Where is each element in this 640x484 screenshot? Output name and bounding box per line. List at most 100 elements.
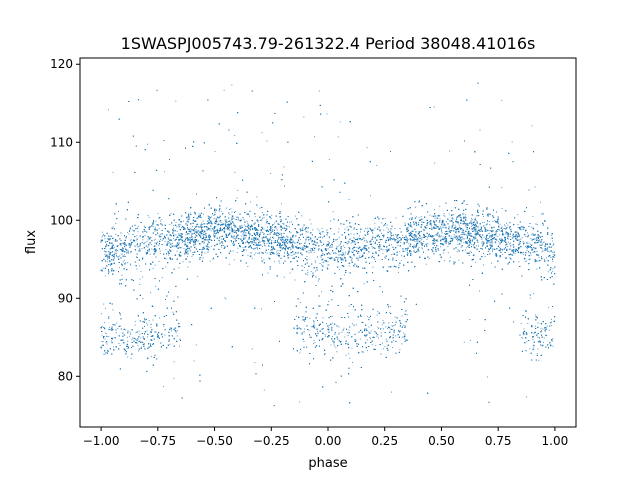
data-point xyxy=(410,251,412,253)
data-point xyxy=(331,322,333,324)
data-point xyxy=(261,257,262,259)
data-point xyxy=(110,265,111,267)
data-point xyxy=(385,257,387,259)
data-point xyxy=(335,252,337,254)
data-point xyxy=(303,267,305,268)
data-point xyxy=(465,225,466,227)
data-point xyxy=(550,257,552,258)
data-point xyxy=(347,243,349,245)
data-point xyxy=(490,227,492,229)
data-point xyxy=(532,338,534,340)
data-point xyxy=(468,255,470,256)
data-point xyxy=(400,330,402,332)
data-point xyxy=(290,237,292,239)
data-point xyxy=(526,247,528,249)
data-point xyxy=(231,241,232,243)
data-point xyxy=(251,257,253,259)
data-point xyxy=(127,336,128,338)
data-point xyxy=(272,224,273,226)
data-point xyxy=(186,252,188,254)
data-point xyxy=(341,248,343,250)
data-point xyxy=(191,237,193,238)
data-point xyxy=(353,228,355,230)
data-point xyxy=(224,297,226,299)
data-point xyxy=(247,266,249,267)
data-point xyxy=(444,249,446,251)
data-point xyxy=(195,229,197,231)
data-point xyxy=(148,250,150,252)
data-point xyxy=(321,228,323,230)
data-point xyxy=(470,239,472,241)
data-point xyxy=(379,245,381,247)
data-point xyxy=(427,235,429,237)
data-point xyxy=(344,258,346,260)
data-point xyxy=(475,234,477,236)
chart-title: 1SWASPJ005743.79-261322.4 Period 38048.4… xyxy=(121,34,536,53)
data-point xyxy=(469,243,471,245)
data-point xyxy=(387,327,388,329)
data-point xyxy=(209,242,210,243)
data-point xyxy=(495,235,497,237)
data-point xyxy=(330,344,332,346)
data-point xyxy=(224,219,226,221)
data-point xyxy=(500,230,502,232)
data-point xyxy=(183,248,185,249)
data-point xyxy=(239,227,241,229)
data-point xyxy=(264,237,266,239)
data-point xyxy=(534,186,536,188)
data-point xyxy=(552,338,554,340)
data-point xyxy=(313,339,315,341)
data-point xyxy=(360,239,362,241)
data-point xyxy=(120,313,121,315)
data-point xyxy=(202,247,204,249)
data-point xyxy=(124,329,126,331)
data-point xyxy=(534,233,536,235)
data-point xyxy=(539,244,541,246)
data-point xyxy=(391,391,392,393)
data-point xyxy=(489,239,491,241)
data-point xyxy=(439,226,441,228)
data-point xyxy=(130,238,132,240)
data-point xyxy=(418,247,420,249)
data-point xyxy=(137,231,139,233)
data-point xyxy=(336,351,338,353)
data-point xyxy=(179,338,181,340)
data-point xyxy=(232,236,233,238)
data-point xyxy=(464,214,466,216)
data-point xyxy=(338,244,340,246)
data-point xyxy=(470,235,472,237)
data-point xyxy=(244,242,246,244)
data-point xyxy=(371,257,372,259)
data-point xyxy=(422,242,424,244)
data-point xyxy=(440,246,442,248)
data-point xyxy=(402,234,404,236)
data-point xyxy=(327,261,329,263)
data-point xyxy=(215,244,217,246)
data-point xyxy=(523,330,525,332)
data-point xyxy=(405,235,407,237)
data-point xyxy=(160,220,161,222)
data-point xyxy=(309,336,311,338)
data-point xyxy=(297,327,299,329)
data-point xyxy=(417,239,419,241)
data-point xyxy=(349,357,351,359)
data-point xyxy=(105,308,106,310)
data-point xyxy=(289,221,291,223)
data-point xyxy=(158,245,160,247)
data-point xyxy=(309,317,311,319)
data-point xyxy=(116,322,118,324)
data-point xyxy=(474,217,476,219)
data-point xyxy=(159,250,161,252)
data-point xyxy=(106,257,108,259)
data-point xyxy=(106,261,108,263)
data-point xyxy=(407,241,409,243)
data-point xyxy=(249,228,251,230)
data-point xyxy=(331,299,333,301)
data-point xyxy=(384,217,386,219)
data-point xyxy=(267,272,269,274)
data-point xyxy=(357,266,359,268)
data-point xyxy=(370,338,372,340)
data-point xyxy=(238,218,240,220)
data-point xyxy=(384,256,386,258)
data-point xyxy=(453,234,455,236)
